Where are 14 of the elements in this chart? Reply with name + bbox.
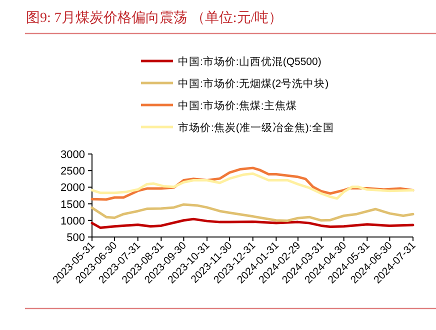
legend-label: 市场价:焦炭(准一级冶金焦):全国 — [178, 121, 334, 134]
y-tick-label: 1500 — [60, 198, 85, 211]
y-tick-label: 2500 — [60, 166, 85, 178]
chart-title: 图9: 7月煤炭价格偏向震荡 （单位:元/吨） — [26, 10, 283, 26]
y-tick-label: 3000 — [60, 149, 85, 161]
line-series — [90, 203, 414, 222]
legend-label: 中国:市场价:山西优混(Q5500) — [178, 55, 322, 68]
line-series — [90, 172, 414, 200]
y-tick-label: 500 — [66, 232, 85, 244]
y-tick-label: 1000 — [60, 215, 85, 228]
line-series — [90, 218, 414, 229]
y-tick-label: 2000 — [60, 182, 85, 194]
legend-label: 中国:市场价:焦煤:主焦煤 — [178, 99, 297, 112]
legend-label: 中国:市场价:无烟煤(2号洗中块) — [178, 77, 329, 90]
